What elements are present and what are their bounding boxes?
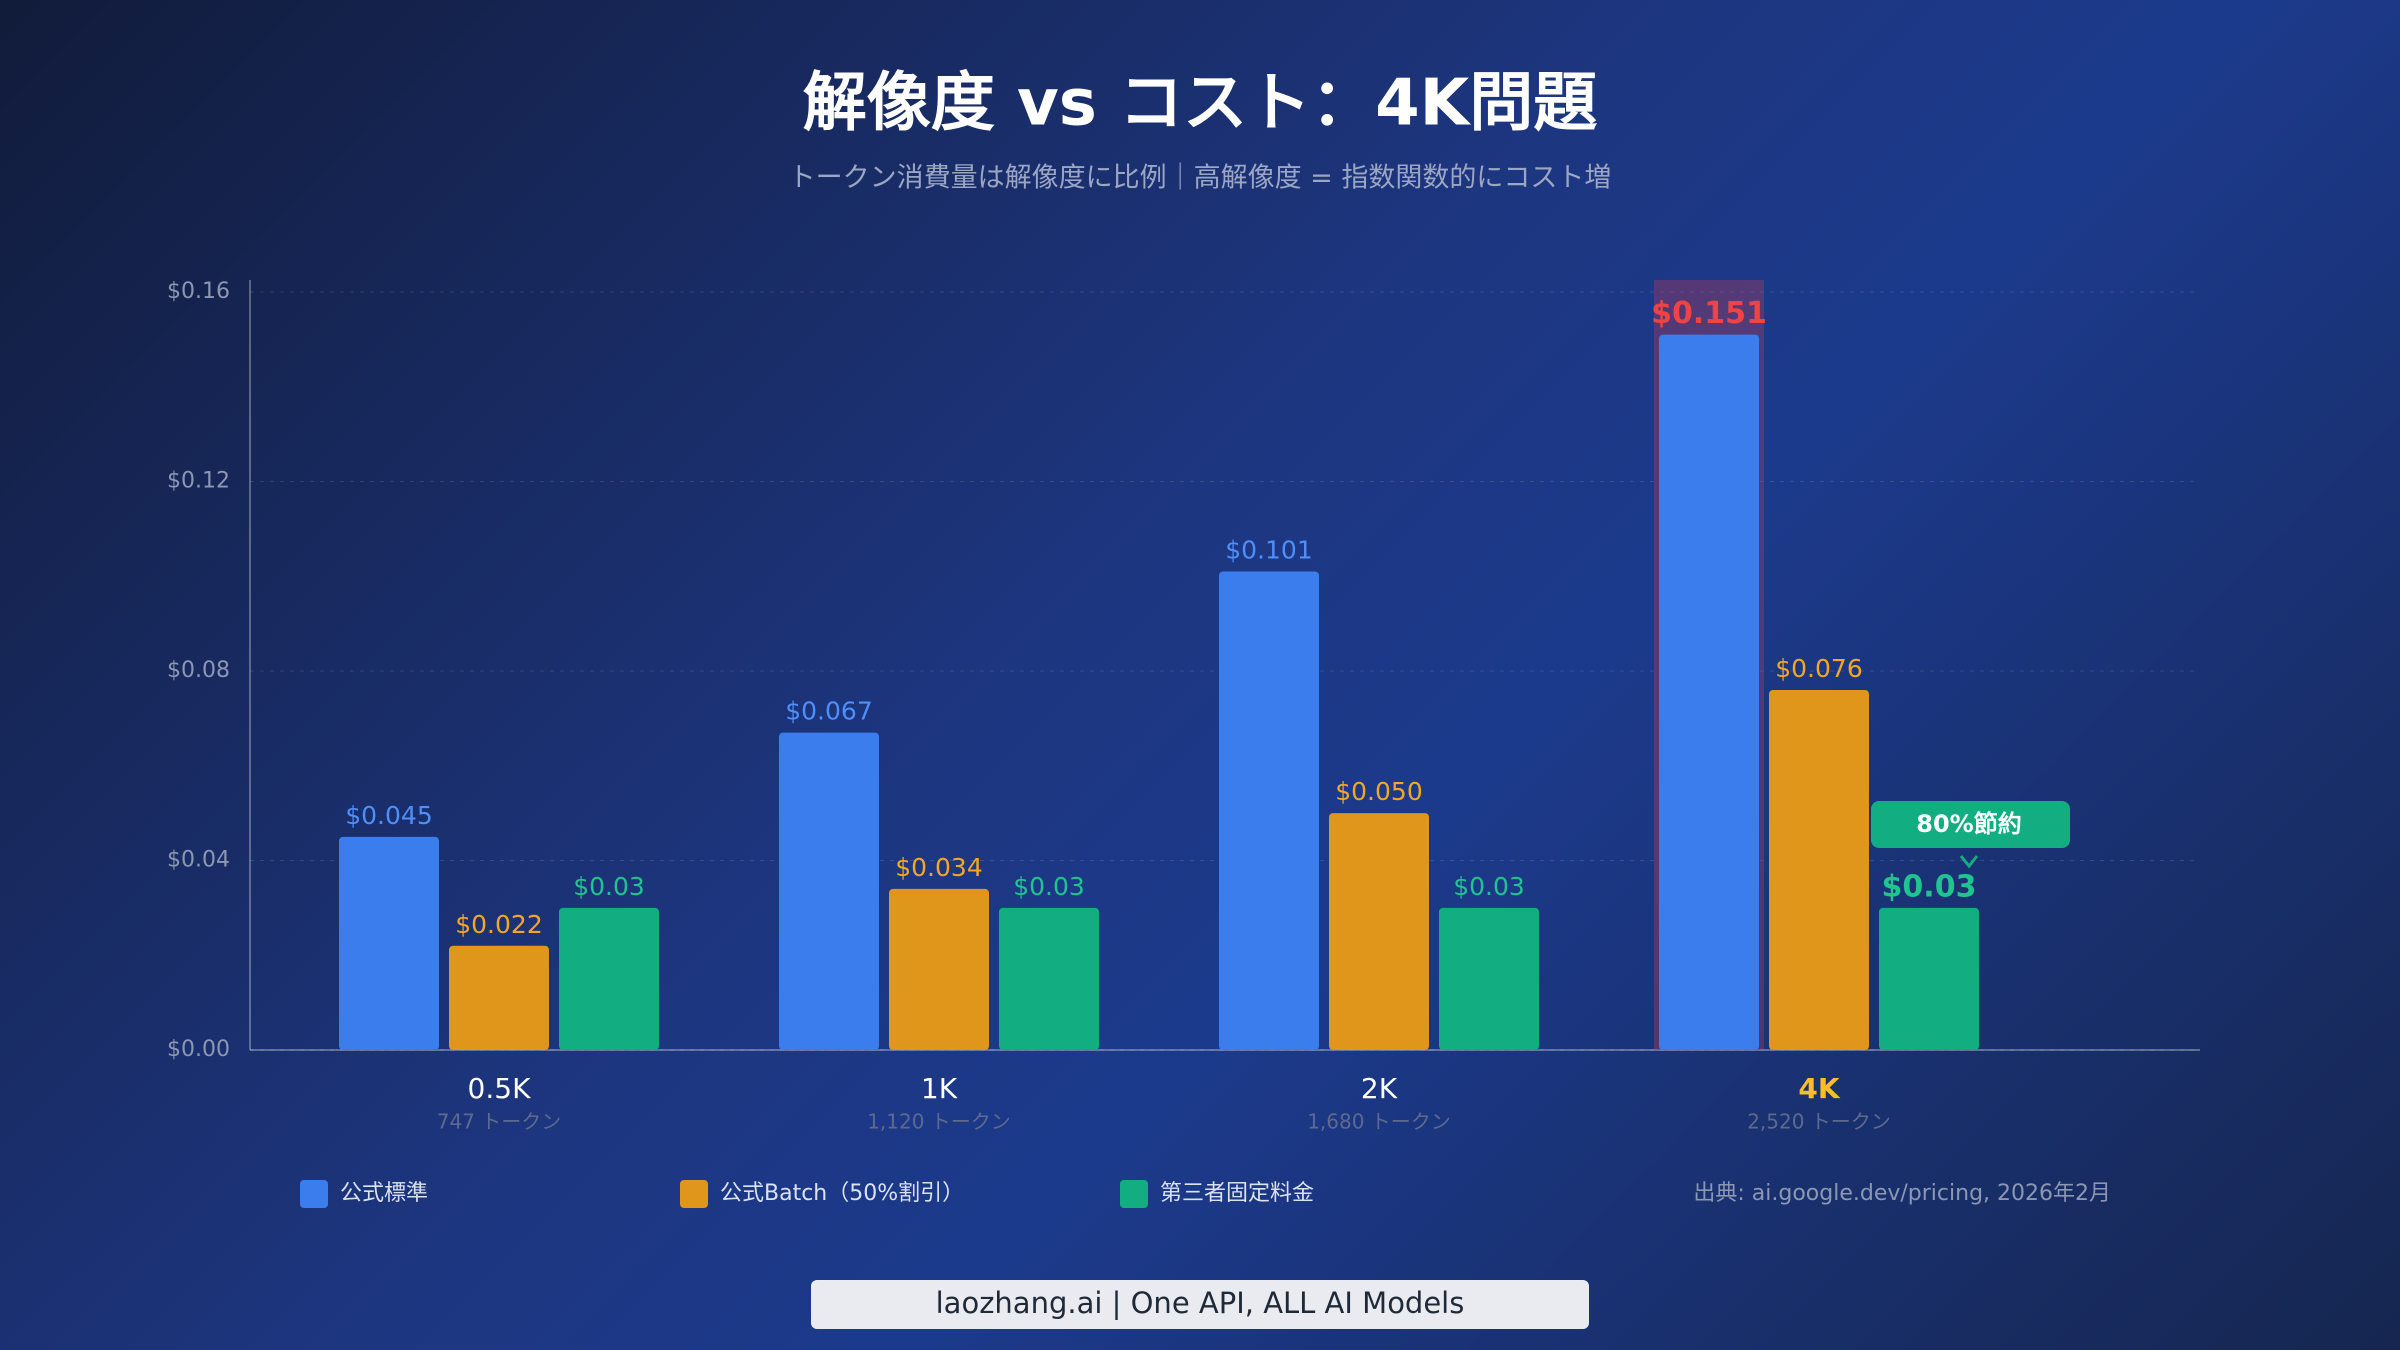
bar bbox=[1879, 907, 1979, 1050]
footer-box bbox=[811, 1280, 1589, 1329]
annotation-arrow bbox=[1959, 855, 1979, 869]
bar bbox=[1659, 334, 1759, 1050]
value-label: $0.03 bbox=[1882, 869, 1977, 904]
chart-subtitle: トークン消費量は解像度に比例｜高解像度 = 指数関数的にコスト増 bbox=[789, 163, 1612, 194]
y-tick-label: $0.08 bbox=[167, 658, 230, 683]
x-tick-label: 0.5K bbox=[468, 1072, 532, 1105]
bar bbox=[1769, 689, 1869, 1050]
chart-title: 解像度 vs コスト：4K問題 bbox=[803, 67, 1598, 141]
annotation: 80%節約 bbox=[1916, 810, 2021, 838]
bar bbox=[779, 732, 879, 1050]
x-tick-note: 1,120 トークン bbox=[867, 1110, 1011, 1134]
annotation-box bbox=[1871, 801, 2070, 848]
y-tick-label: $0.04 bbox=[167, 848, 230, 873]
value-label: $0.067 bbox=[785, 697, 872, 726]
legend-label: 公式標準 bbox=[340, 1181, 428, 1206]
value-label: $0.03 bbox=[573, 872, 645, 901]
x-tick-label: 1K bbox=[921, 1072, 958, 1105]
value-label: $0.022 bbox=[455, 910, 542, 939]
x-tick-note: 2,520 トークン bbox=[1747, 1110, 1891, 1134]
value-label: $0.045 bbox=[345, 801, 432, 830]
value-label: $0.101 bbox=[1225, 536, 1312, 565]
legend-swatch bbox=[680, 1180, 708, 1208]
bar bbox=[1329, 813, 1429, 1050]
y-tick-label: $0.00 bbox=[167, 1037, 230, 1062]
value-label: $0.050 bbox=[1335, 777, 1422, 806]
legend-swatch bbox=[300, 1180, 328, 1208]
legend-swatch bbox=[1120, 1180, 1148, 1208]
y-tick-label: $0.16 bbox=[167, 279, 230, 304]
footer: laozhang.ai | One API, ALL AI Models bbox=[936, 1286, 1465, 1320]
bar bbox=[449, 945, 549, 1050]
legend-label: 公式Batch（50%割引） bbox=[720, 1181, 964, 1206]
source: 出典: ai.google.dev/pricing, 2026年2月 bbox=[1693, 1181, 2111, 1206]
bar bbox=[889, 888, 989, 1050]
value-label: $0.03 bbox=[1453, 872, 1525, 901]
x-tick-label: 2K bbox=[1361, 1072, 1398, 1105]
bar bbox=[1219, 571, 1319, 1050]
value-label: $0.034 bbox=[895, 853, 982, 882]
value-label: $0.03 bbox=[1013, 872, 1085, 901]
bar bbox=[999, 907, 1099, 1050]
x-tick-note: 1,680 トークン bbox=[1307, 1110, 1451, 1134]
legend-label: 第三者固定料金 bbox=[1160, 1181, 1314, 1206]
value-label: $0.076 bbox=[1775, 654, 1862, 683]
x-tick-label: 4K bbox=[1798, 1072, 1840, 1105]
bar bbox=[559, 907, 659, 1050]
value-label: $0.151 bbox=[1651, 296, 1767, 331]
x-tick-note: 747 トークン bbox=[437, 1110, 562, 1134]
y-tick-label: $0.12 bbox=[167, 469, 230, 494]
bar bbox=[339, 836, 439, 1050]
bar bbox=[1439, 907, 1539, 1050]
